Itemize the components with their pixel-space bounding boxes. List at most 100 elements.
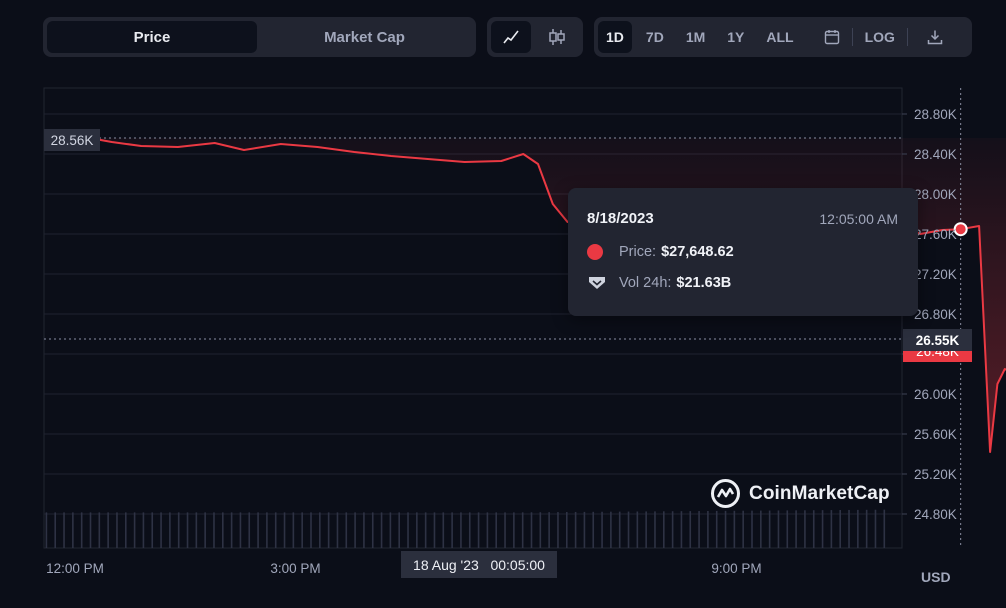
volume-bar (768, 510, 771, 548)
tooltip-price-label: Price: (619, 244, 657, 260)
range-1y-button[interactable]: 1Y (727, 29, 745, 45)
volume-bar (865, 509, 868, 548)
volume-bar (874, 509, 877, 548)
volume-bar (521, 512, 524, 548)
download-button[interactable] (918, 21, 952, 53)
volume-bar (610, 511, 612, 548)
volume-bar (107, 512, 109, 548)
volume-bar (786, 510, 789, 548)
volume-bar (230, 512, 233, 548)
plot-frame (43, 87, 903, 549)
volume-bar (327, 512, 330, 548)
y-tick-label: 26.00K (914, 387, 957, 402)
tooltip-date: 8/18/2023 (587, 210, 654, 227)
volume-bar (671, 511, 674, 548)
volume-bar (504, 512, 506, 548)
range-1m-button[interactable]: 1M (685, 29, 706, 45)
volume-bar (804, 510, 806, 548)
volume-bar (45, 512, 48, 548)
volume-bar (266, 512, 268, 548)
volume-bar (760, 510, 762, 548)
divider (906, 28, 908, 46)
volume-bar (486, 512, 489, 548)
volume-bar (186, 512, 189, 548)
volume-bar (310, 512, 312, 548)
volume-bar (257, 512, 259, 548)
price-line (89, 137, 1006, 453)
volume-bar (371, 512, 374, 548)
time-range-toolbar: 1D 7D 1M 1Y ALL LOG (594, 17, 972, 57)
volume-bar (442, 512, 445, 548)
volume-bar (345, 512, 348, 548)
volume-bar (292, 512, 295, 548)
volume-bar (530, 512, 533, 548)
volume-bar (460, 512, 462, 548)
y-tick-label: 27.60K (914, 227, 957, 242)
volume-bar (204, 512, 206, 548)
volume-bar (627, 511, 630, 548)
volume-bar (354, 512, 356, 548)
tab-price[interactable]: Price (47, 21, 257, 53)
y-tick-label: 28.00K (914, 187, 957, 202)
x-tick-label: 9:00 PM (711, 561, 761, 576)
volume-bar (724, 510, 727, 548)
volume-bar (416, 512, 418, 548)
volume-bar (795, 510, 797, 548)
volume-bar (424, 512, 427, 548)
volume-bar (663, 511, 665, 548)
price-area-fill (89, 138, 1006, 452)
candlestick-button[interactable] (537, 21, 577, 53)
volume-bar (513, 512, 515, 548)
tooltip-volume-value: $21.63B (676, 275, 732, 291)
price-dot-icon (587, 244, 603, 260)
volume-bar (539, 512, 542, 548)
volume-bar (151, 512, 154, 548)
volume-bar (248, 512, 251, 548)
volume-bar (574, 511, 577, 548)
volume-bar (160, 512, 162, 548)
volume-bar (636, 511, 639, 548)
volume-bar (177, 512, 180, 548)
calendar-button[interactable] (816, 21, 848, 53)
range-1d-button[interactable]: 1D (598, 21, 632, 53)
volume-bar (124, 512, 127, 548)
volume-bar (380, 512, 383, 548)
volume-bar (654, 511, 656, 548)
volume-bar (116, 512, 118, 548)
y-tick-label: 28.40K (914, 147, 957, 162)
volume-bar (583, 511, 586, 548)
price-type-toggle: Price Market Cap (43, 17, 476, 57)
y-tick-label: 25.60K (914, 427, 957, 442)
log-scale-button[interactable]: LOG (864, 29, 895, 45)
volume-bar (733, 510, 736, 548)
volume-bar (451, 512, 453, 548)
volume-bar (363, 512, 365, 548)
volume-bar (239, 512, 242, 548)
volume-bar (283, 512, 286, 548)
volume-bar (398, 512, 400, 548)
coinmarketcap-watermark: CoinMarketCap (710, 478, 890, 509)
line-chart-icon (503, 30, 519, 44)
volume-bar (565, 512, 568, 548)
volume-bar (222, 512, 224, 548)
volume-bar (857, 509, 859, 548)
download-icon (927, 30, 943, 45)
volume-bar (557, 512, 559, 548)
volume-bar (301, 512, 303, 548)
volume-bar (821, 510, 824, 548)
volume-bar (680, 511, 683, 548)
chart-type-toggle (487, 17, 583, 57)
y-tick-label: 24.80K (914, 507, 957, 522)
range-7d-button[interactable]: 7D (645, 29, 664, 45)
y-tick-label: 27.20K (914, 267, 957, 282)
volume-bar (133, 512, 136, 548)
tooltip-price-row: Price: $27,648.62 (587, 244, 734, 260)
volume-bar (548, 512, 550, 548)
tooltip-volume-row: Vol 24h: $21.63B (587, 275, 731, 291)
tab-market-cap[interactable]: Market Cap (324, 28, 405, 46)
volume-bar (213, 512, 215, 548)
y-tick-label: 26.80K (914, 307, 957, 322)
volume-bar (468, 512, 471, 548)
range-all-button[interactable]: ALL (766, 29, 794, 45)
line-chart-button[interactable] (491, 21, 531, 53)
